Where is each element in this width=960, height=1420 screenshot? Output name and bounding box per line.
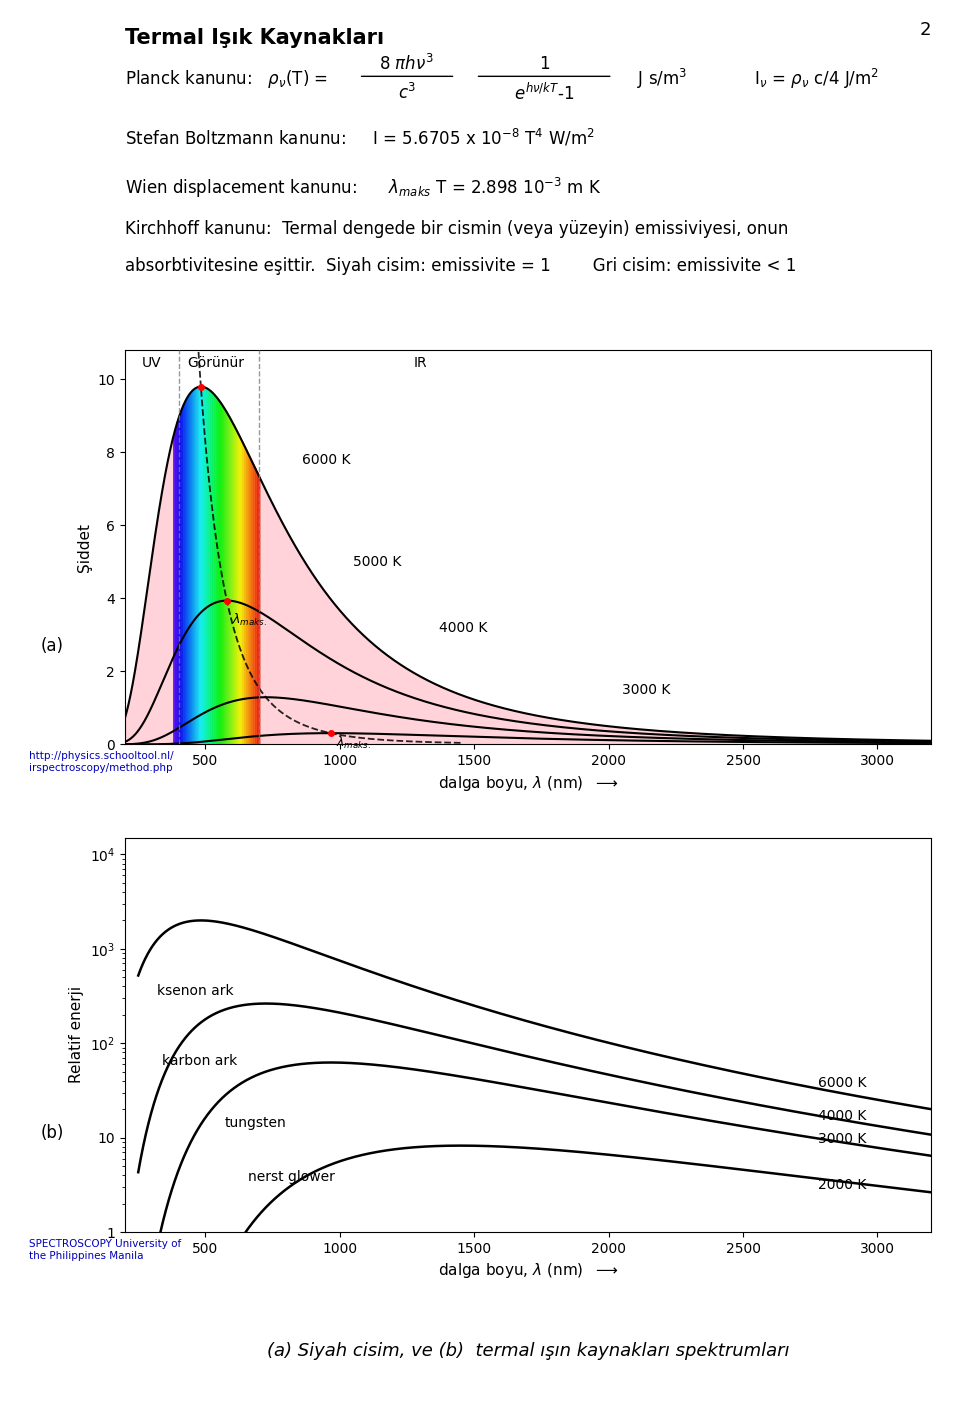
Text: absorbtivitesine eşittir.  Siyah cisim: emissivite = 1        Gri cisim: emissiv: absorbtivitesine eşittir. Siyah cisim: e… — [125, 257, 796, 274]
Text: 4000 K: 4000 K — [440, 621, 488, 635]
Text: $8\ \pi h\nu^3$: $8\ \pi h\nu^3$ — [379, 54, 435, 74]
Text: ksenon ark: ksenon ark — [157, 984, 233, 998]
Text: Stefan Boltzmann kanunu:     I = 5.6705 x 10$^{-8}$ T$^4$ W/m$^2$: Stefan Boltzmann kanunu: I = 5.6705 x 10… — [125, 128, 594, 149]
Text: $e^{h\nu/kT}$-1: $e^{h\nu/kT}$-1 — [514, 82, 574, 104]
Text: nerst glower: nerst glower — [249, 1170, 335, 1184]
Text: (a) Siyah cisim, ve (b)  termal ışın kaynakları spektrumları: (a) Siyah cisim, ve (b) termal ışın kayn… — [267, 1342, 789, 1360]
Text: 4000 K: 4000 K — [818, 1109, 867, 1123]
Text: 5000 K: 5000 K — [353, 555, 401, 569]
Text: 2: 2 — [920, 21, 931, 40]
Text: Görünür: Görünür — [188, 356, 245, 371]
Text: IR: IR — [414, 356, 427, 371]
Text: $c^3$: $c^3$ — [397, 84, 417, 104]
Text: $1$: $1$ — [539, 55, 550, 72]
Y-axis label: Relatif enerji: Relatif enerji — [69, 987, 84, 1083]
Text: J s/m$^3$: J s/m$^3$ — [636, 67, 687, 91]
Y-axis label: Şiddet: Şiddet — [77, 523, 92, 572]
Text: 6000 K: 6000 K — [818, 1076, 867, 1091]
Text: Wien displacement kanunu:      $\lambda_{maks}$ T = 2.898 10$^{-3}$ m K: Wien displacement kanunu: $\lambda_{maks… — [125, 176, 601, 200]
Text: $\lambda_{maks.}$: $\lambda_{maks.}$ — [336, 736, 372, 751]
Text: 6000 K: 6000 K — [302, 453, 350, 467]
Text: SPECTROSCOPY University of
the Philippines Manila: SPECTROSCOPY University of the Philippin… — [29, 1240, 181, 1261]
Text: karbon ark: karbon ark — [162, 1054, 238, 1068]
Text: 3000 K: 3000 K — [818, 1132, 867, 1146]
Text: 2000 K: 2000 K — [818, 1179, 867, 1193]
X-axis label: dalga boyu, $\lambda$ (nm)  $\longrightarrow$: dalga boyu, $\lambda$ (nm) $\longrightar… — [438, 1261, 618, 1281]
Text: (a): (a) — [40, 636, 63, 655]
Text: $\lambda_{maks.}$: $\lambda_{maks.}$ — [232, 612, 268, 628]
Text: UV: UV — [142, 356, 161, 371]
Text: 3000 K: 3000 K — [622, 683, 670, 697]
Text: tungsten: tungsten — [225, 1116, 286, 1130]
X-axis label: dalga boyu, $\lambda$ (nm)  $\longrightarrow$: dalga boyu, $\lambda$ (nm) $\longrightar… — [438, 774, 618, 792]
Text: Kirchhoff kanunu:  Termal dengede bir cismin (veya yüzeyin) emissiviyesi, onun: Kirchhoff kanunu: Termal dengede bir cis… — [125, 220, 788, 239]
Text: I$_\nu$ = $\rho_\nu$ c/4 J/m$^2$: I$_\nu$ = $\rho_\nu$ c/4 J/m$^2$ — [754, 67, 879, 91]
Text: (b): (b) — [40, 1125, 64, 1143]
Text: Termal Işık Kaynakları: Termal Işık Kaynakları — [125, 28, 384, 48]
Text: Planck kanunu:   $\rho_\nu$(T) =: Planck kanunu: $\rho_\nu$(T) = — [125, 68, 329, 89]
Text: http://physics.schooltool.nl/
irspectroscopy/method.php: http://physics.schooltool.nl/ irspectros… — [29, 751, 174, 772]
